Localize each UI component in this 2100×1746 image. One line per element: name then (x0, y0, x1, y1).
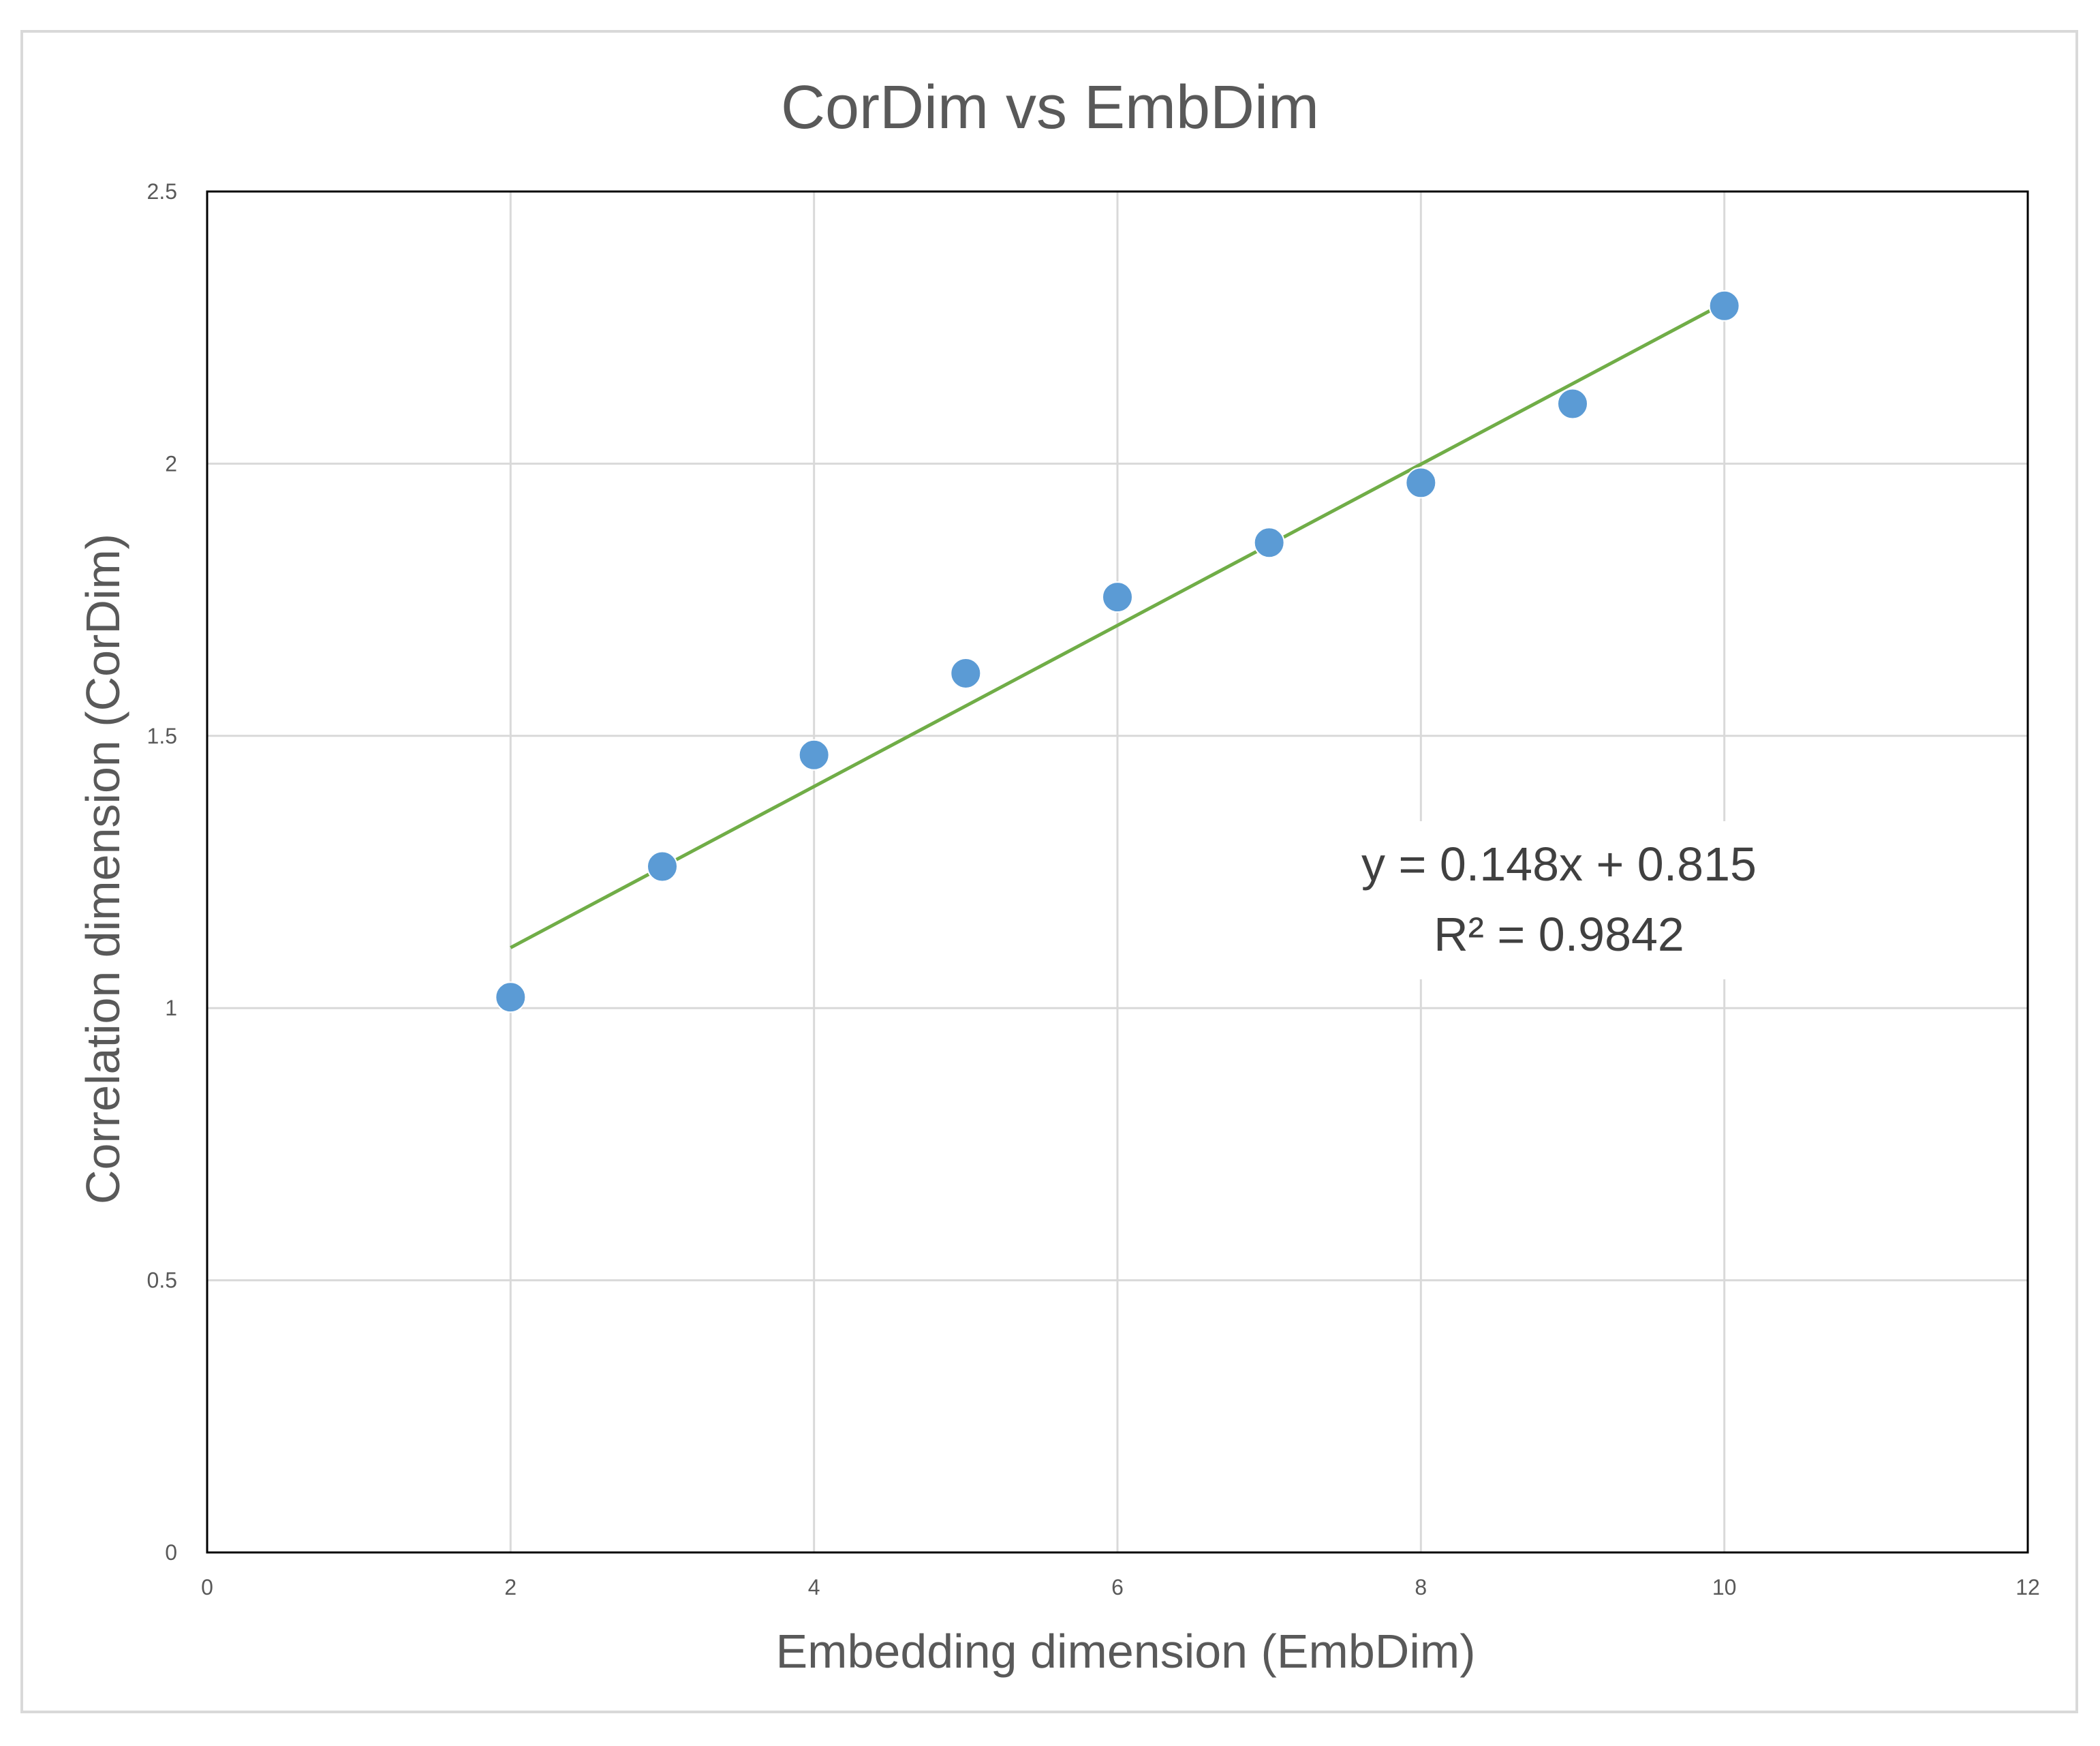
data-point (495, 981, 527, 1013)
x-tick-label: 12 (2016, 1575, 2040, 1599)
data-point (1557, 388, 1588, 420)
y-tick-label: 2.5 (147, 179, 177, 204)
trendline-r-squared: R² = 0.9842 (1434, 908, 1684, 961)
ticks-layer: 0 2 4 6 8 10 12 0 0.5 1 1.5 2 2.5 (147, 179, 2040, 1599)
equation-box (1340, 821, 1776, 979)
y-axis-title: Correlation dimension (CorDim) (76, 534, 129, 1204)
plot-area-border (206, 190, 2029, 1554)
trendline-equation: y = 0.148x + 0.815 (1361, 838, 1757, 891)
data-point (1708, 290, 1740, 322)
y-tick-label: 0 (165, 1540, 177, 1565)
data-point (1102, 581, 1133, 613)
trend-layer (510, 301, 1725, 949)
data-point (1253, 527, 1285, 559)
x-tick-label: 6 (1111, 1575, 1124, 1599)
x-axis-title: Embedding dimension (EmbDim) (775, 1625, 1475, 1678)
x-tick-label: 2 (504, 1575, 516, 1599)
chart-title: CorDim vs EmbDim (781, 74, 1319, 142)
data-point (647, 851, 678, 883)
data-point (798, 739, 830, 771)
y-tick-label: 1 (165, 996, 177, 1020)
grid-layer (206, 190, 2029, 1554)
y-tick-label: 0.5 (147, 1268, 177, 1293)
data-point (950, 657, 982, 689)
points-layer (495, 290, 1740, 1013)
x-tick-label: 8 (1415, 1575, 1427, 1599)
y-tick-label: 2 (165, 451, 177, 476)
y-tick-label: 1.5 (147, 724, 177, 748)
x-tick-label: 10 (1712, 1575, 1737, 1599)
x-tick-label: 4 (808, 1575, 820, 1599)
data-point (1405, 467, 1437, 499)
x-tick-label: 0 (201, 1575, 213, 1599)
trendline (510, 301, 1725, 949)
